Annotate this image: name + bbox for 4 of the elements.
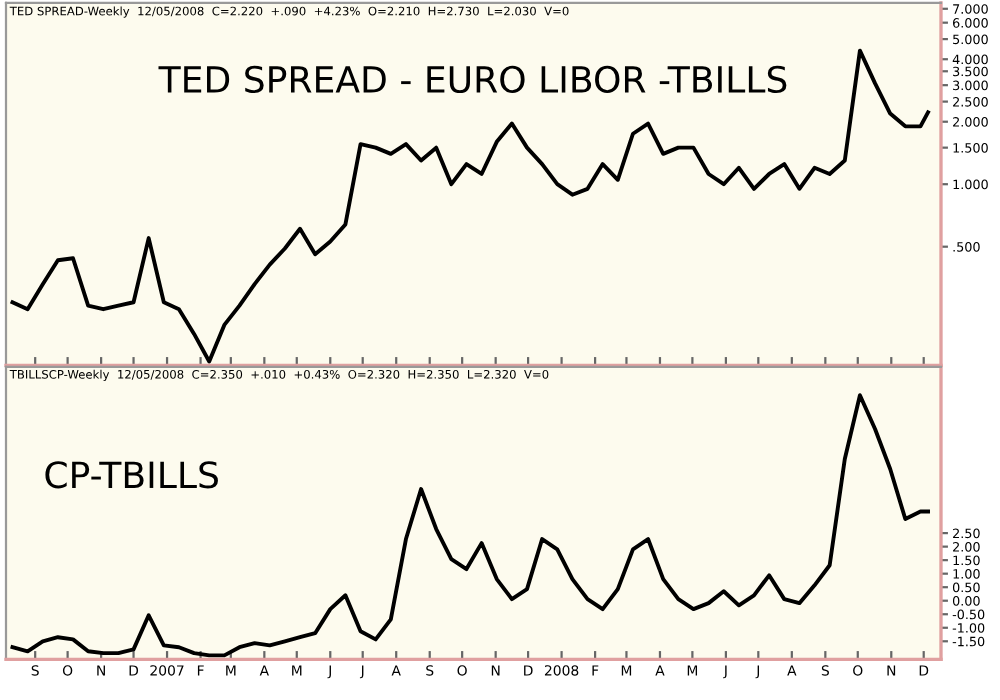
line-series xyxy=(10,393,930,658)
line-series xyxy=(10,48,930,364)
text: CP-TBILLS xyxy=(45,461,218,489)
text: TED SPREAD - EURO LIBOR -TBILLS xyxy=(158,65,787,94)
